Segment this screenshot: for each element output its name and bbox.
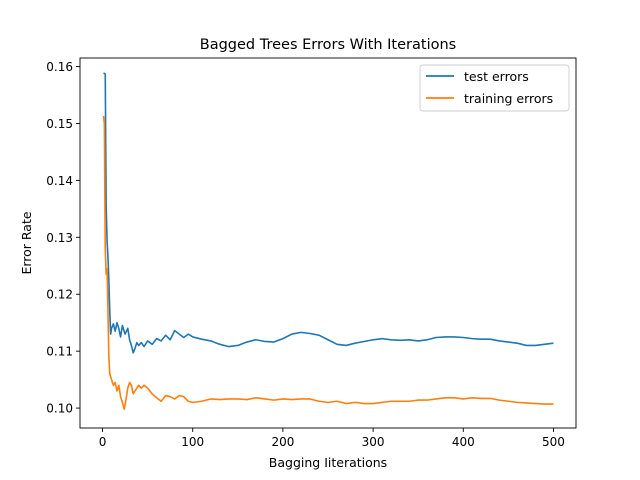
- x-tick-label: 0: [99, 435, 107, 449]
- y-tick-label: 0.10: [46, 402, 73, 416]
- x-axis-label: Bagging Iiterations: [269, 455, 387, 470]
- y-tick-label: 0.15: [46, 117, 73, 131]
- series-line-training-errors: [102, 115, 554, 411]
- legend-label-test-errors: test errors: [464, 69, 529, 84]
- chart-title: Bagged Trees Errors With Iterations: [200, 37, 456, 53]
- x-axis-ticks: 0 100 200 300 400 500: [99, 428, 565, 449]
- legend-label-training-errors: training errors: [464, 91, 553, 106]
- y-tick-label: 0.13: [46, 231, 73, 245]
- y-tick-label: 0.16: [46, 60, 73, 74]
- x-tick-label: 100: [181, 435, 204, 449]
- legend-box: [419, 64, 570, 112]
- axes-frame: [79, 57, 577, 429]
- y-tick-label: 0.12: [46, 288, 73, 302]
- y-axis-ticks: 0.10 0.11 0.12 0.13 0.14 0.15 0.16: [46, 60, 80, 416]
- series-layer: [102, 72, 554, 411]
- series-line-test-errors: [103, 72, 554, 354]
- y-tick-label: 0.11: [46, 345, 73, 359]
- plot-area: [79, 57, 577, 429]
- y-tick-label: 0.14: [46, 174, 73, 188]
- legend: test errors training errors: [419, 64, 570, 112]
- y-axis-label: Error Rate: [19, 211, 34, 274]
- x-tick-label: 300: [362, 435, 385, 449]
- x-tick-label: 200: [271, 435, 294, 449]
- x-tick-label: 400: [452, 435, 475, 449]
- x-tick-label: 500: [542, 435, 565, 449]
